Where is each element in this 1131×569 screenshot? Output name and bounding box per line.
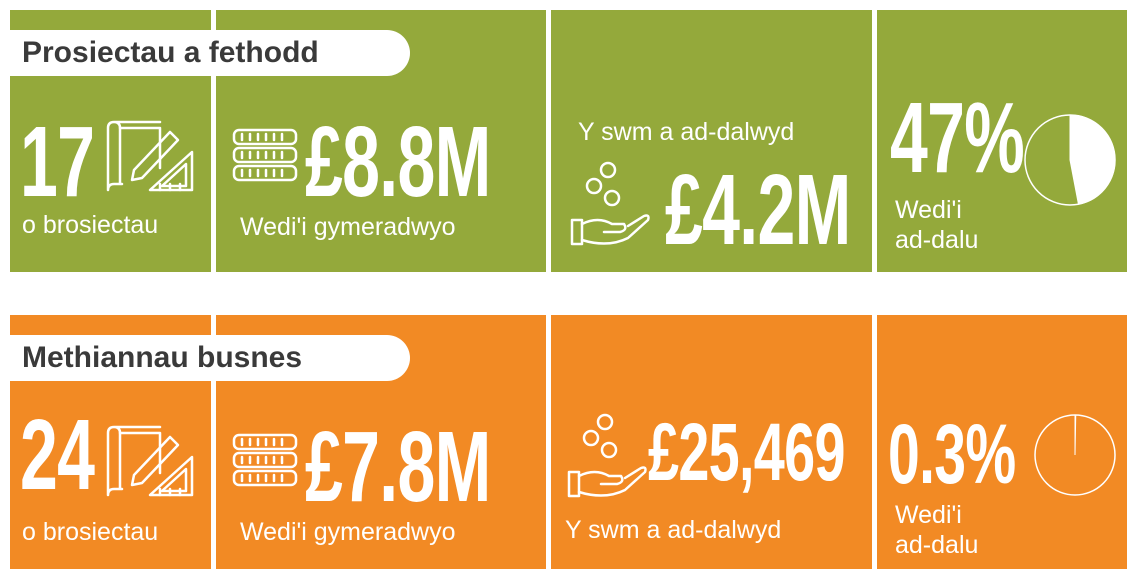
repaid-amount: £25,469	[648, 407, 845, 498]
percent-label: 0.3%	[888, 407, 1016, 501]
percent-caption: Wedi'i ad-dalu	[895, 501, 979, 559]
blueprint-icon	[106, 120, 194, 192]
approved-amount: £7.8M	[305, 411, 491, 523]
approved-label: Wedi'i gymeradwyo	[240, 213, 456, 241]
section-title: Prosiectau a fethodd	[10, 30, 410, 76]
repaid-label: Y swm a ad-dalwyd	[578, 118, 795, 146]
repaid-label: Y swm a ad-dalwyd	[565, 516, 782, 544]
repaid-amount: £4.2M	[665, 154, 851, 266]
panel	[551, 315, 872, 569]
projects-label: o brosiectau	[22, 518, 159, 546]
project-count: 24	[20, 399, 95, 511]
coins-icon	[232, 433, 298, 487]
approved-amount: £8.8M	[305, 106, 491, 218]
percent-caption: Wedi'i ad-dalu	[895, 196, 979, 254]
project-count: 17	[20, 106, 95, 218]
percent-label: 47%	[890, 82, 1025, 194]
approved-label: Wedi'i gymeradwyo	[240, 518, 456, 546]
coins-icon	[232, 128, 298, 182]
section-title: Methiannau busnes	[10, 335, 410, 381]
hand-icon	[570, 161, 650, 246]
blueprint-icon	[106, 425, 194, 497]
projects-label: o brosiectau	[22, 211, 159, 239]
hand-icon	[567, 413, 647, 498]
panel	[551, 10, 872, 272]
